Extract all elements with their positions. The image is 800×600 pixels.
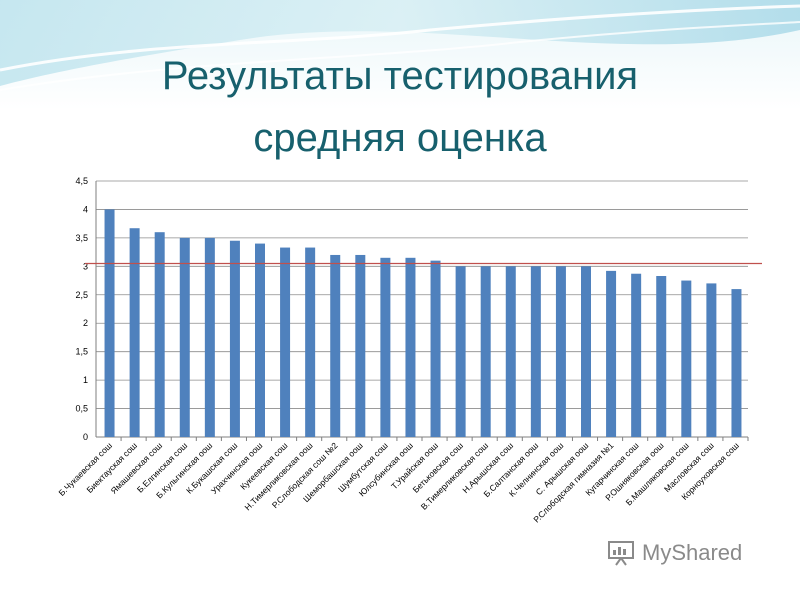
y-tick-label: 2: [83, 318, 88, 328]
bar: [380, 257, 391, 437]
y-tick-label: 4: [83, 204, 88, 214]
watermark-text: MyShared: [642, 540, 743, 565]
bar: [555, 266, 566, 437]
presentation-icon: [608, 541, 634, 566]
bar: [305, 247, 316, 437]
bar: [330, 254, 341, 437]
bar: [480, 266, 491, 437]
y-tick-label: 3: [83, 261, 88, 271]
bar: [731, 289, 742, 437]
y-tick-label: 2,5: [75, 290, 88, 300]
bar: [681, 280, 692, 437]
y-tick-label: 0: [83, 432, 88, 442]
bar: [656, 276, 667, 437]
bar: [229, 240, 240, 437]
bar: [606, 270, 617, 437]
bar: [706, 283, 717, 437]
bar: [255, 243, 265, 437]
slide-title-line-2: средняя оценка: [253, 116, 547, 160]
bar: [355, 254, 366, 437]
bar: [204, 237, 215, 437]
bar: [530, 266, 541, 437]
y-tick-label: 1,5: [75, 347, 88, 357]
bar: [581, 266, 591, 437]
bar: [405, 257, 416, 437]
y-tick-label: 0,5: [75, 404, 88, 414]
bar: [129, 228, 140, 437]
bar: [505, 266, 516, 437]
bar: [631, 273, 642, 437]
bar: [179, 237, 190, 437]
bar: [104, 209, 115, 437]
bar: [154, 232, 165, 437]
watermark: MyShared: [606, 538, 742, 568]
y-tick-label: 4,5: [75, 176, 88, 186]
bar: [455, 266, 466, 437]
bar: [430, 260, 441, 437]
y-tick-label: 3,5: [75, 233, 88, 243]
header-wave-decoration: [0, 0, 800, 110]
slide-title-line-1: Результаты тестирования: [161, 54, 639, 98]
bar: [280, 247, 291, 437]
y-tick-label: 1: [83, 375, 88, 385]
